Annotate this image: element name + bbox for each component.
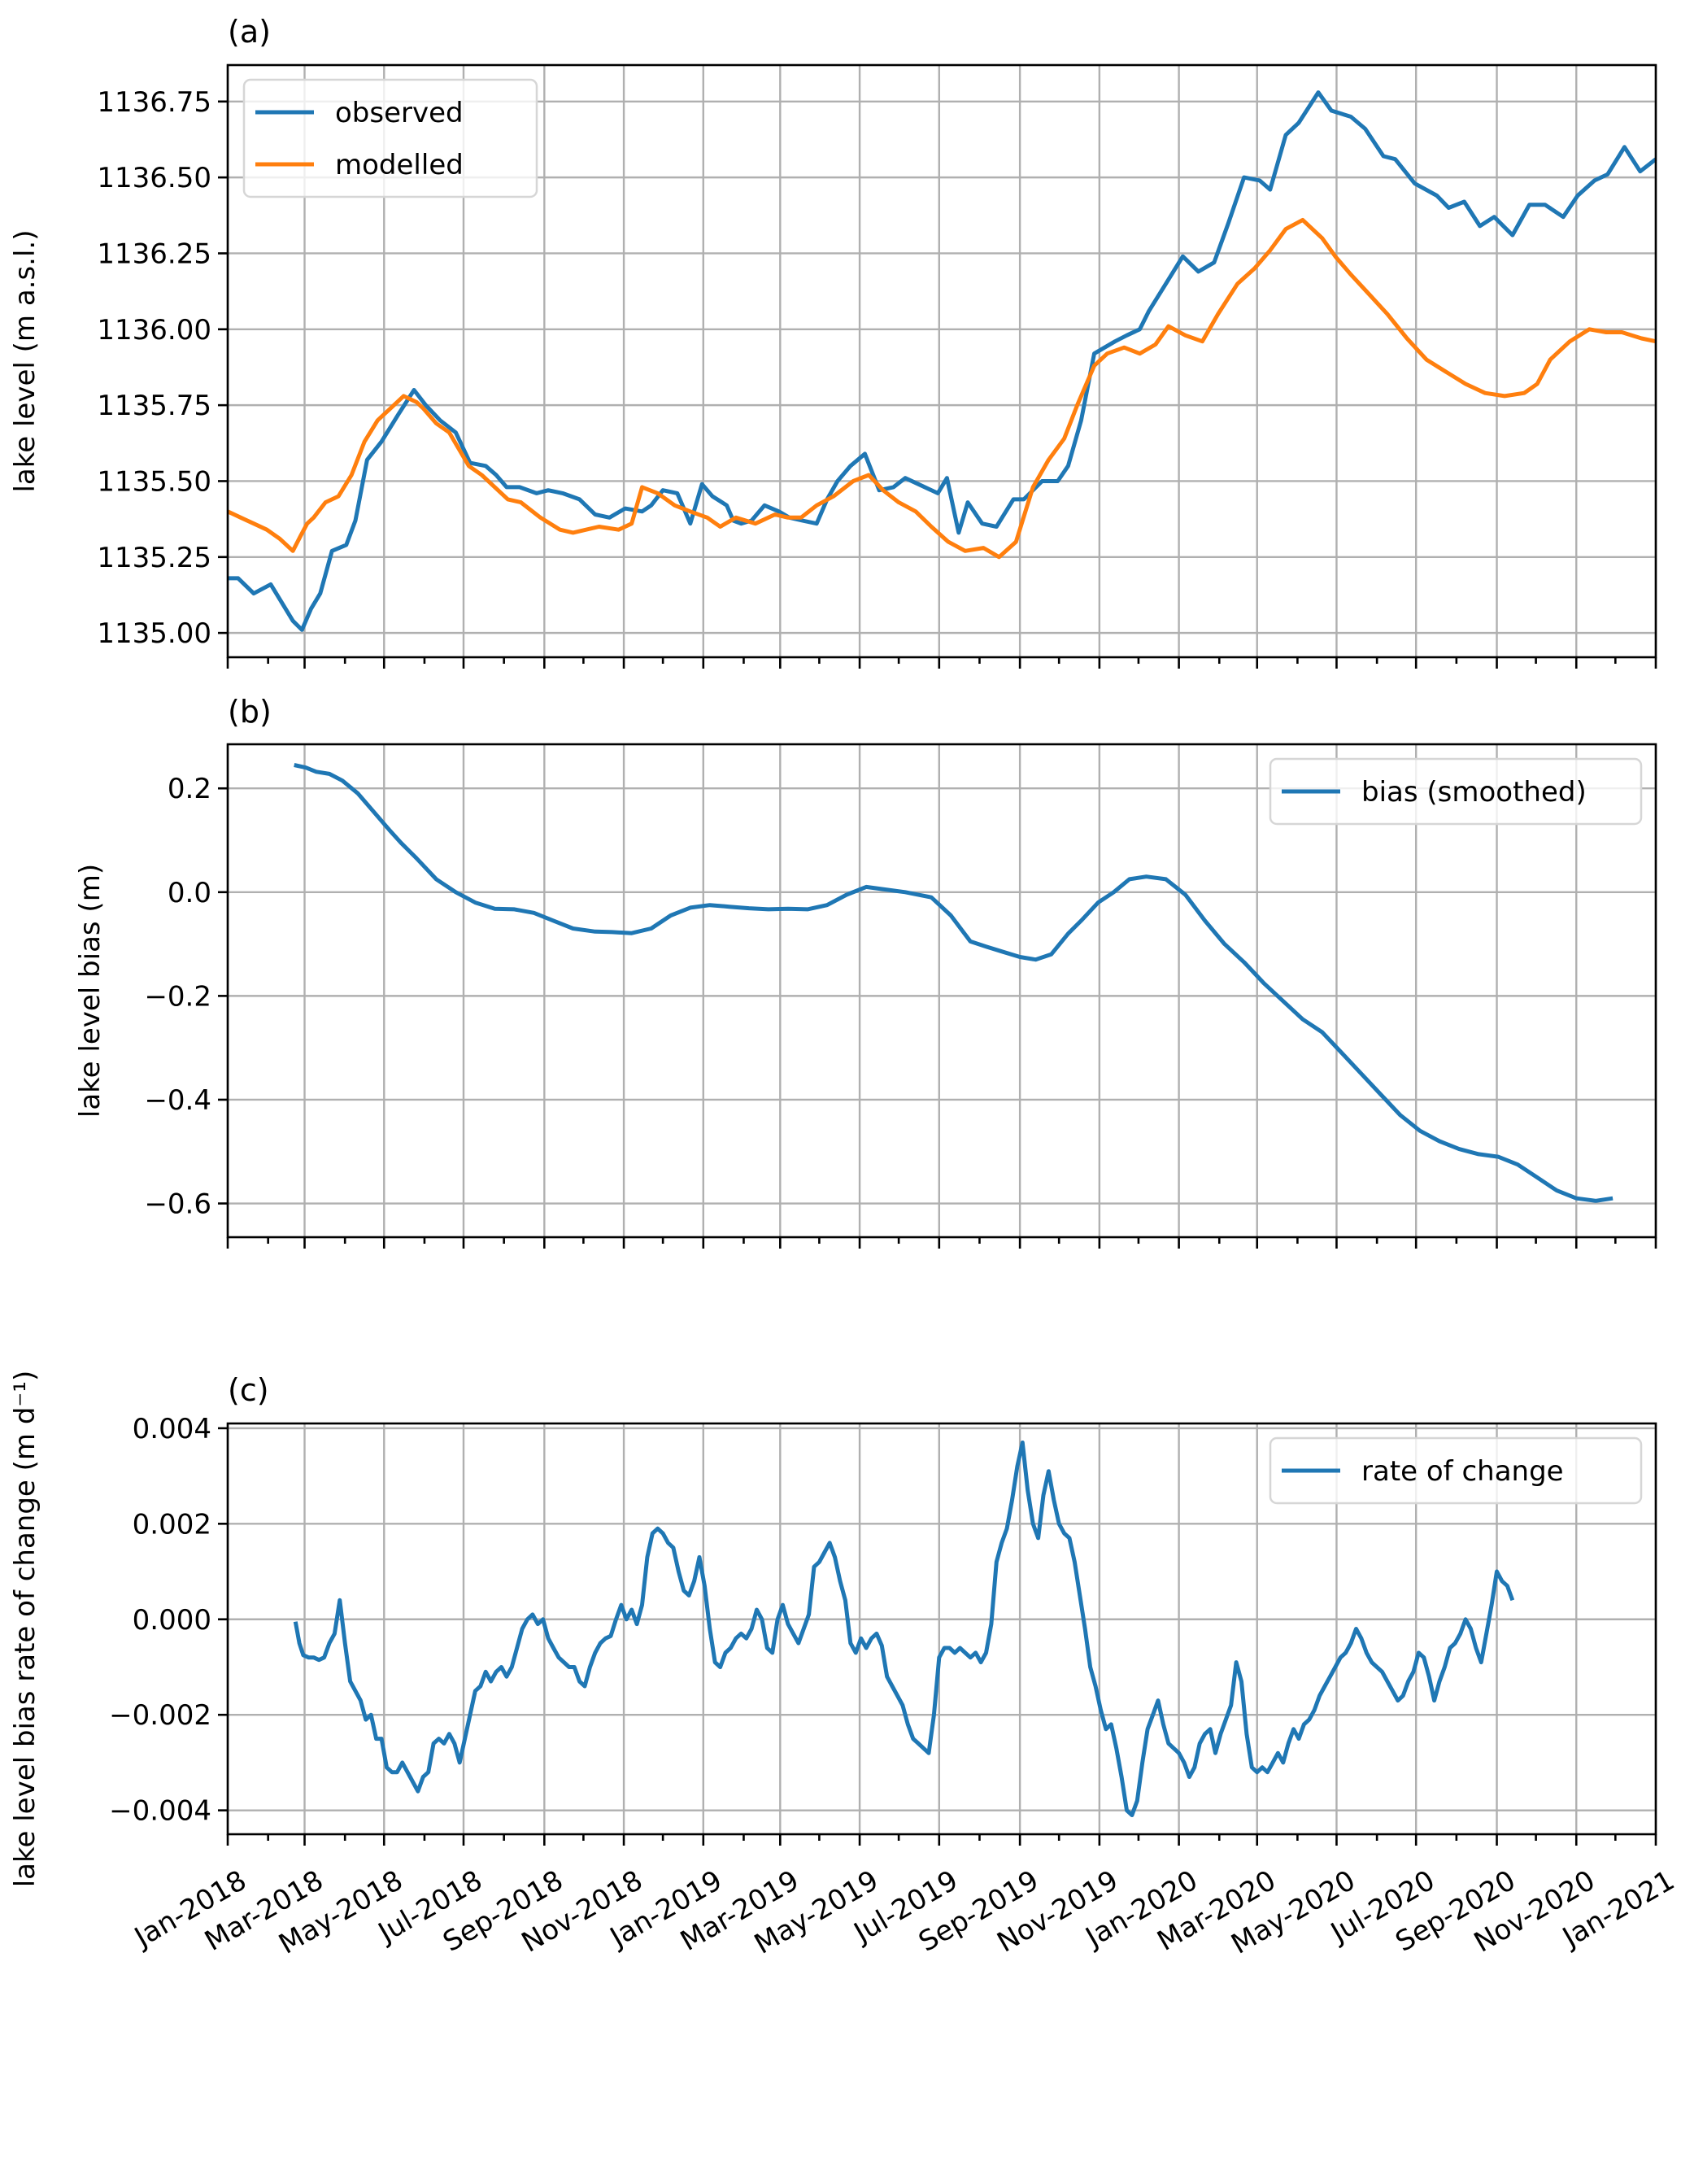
y-tick-label: 1136.00 bbox=[97, 314, 211, 347]
y-tick-label: 1135.50 bbox=[97, 465, 211, 498]
series-line-rate-of-change bbox=[293, 1441, 1515, 1817]
y-axis-label: lake level bias (m) bbox=[74, 864, 107, 1118]
panel-c: 0.004 0.002 0.000 −0.002 −0.004 (c) lake level… bbox=[9, 1371, 1657, 1888]
axes-frame bbox=[226, 63, 1657, 659]
y-tick-label: 0.2 bbox=[168, 773, 211, 805]
y-tick-label: −0.004 bbox=[109, 1795, 211, 1828]
y-tick-label: 0.0 bbox=[168, 877, 211, 909]
y-tick-label: 1136.25 bbox=[97, 238, 211, 270]
axes-frame bbox=[226, 743, 1657, 1239]
legend-box bbox=[242, 78, 538, 198]
panel-label: (b) bbox=[228, 694, 272, 730]
series-line-modelled bbox=[226, 217, 1657, 560]
legend-entry: bias (smoothed) bbox=[1361, 776, 1587, 809]
series-line-bias-smoothed- bbox=[294, 763, 1613, 1203]
y-tick-label: −0.6 bbox=[144, 1188, 211, 1221]
legend-entry: modelled bbox=[335, 149, 464, 181]
series-line-observed bbox=[228, 90, 1657, 632]
panel-b: 0.2 0.0 −0.2 −0.4 −0.6 (b) lake level bias (m)… bbox=[74, 694, 1657, 1249]
legend-box bbox=[1269, 1436, 1643, 1505]
x-axis-tick-labels: Jan-2018Mar-2018May-2018Jul-2018Sep-2018… bbox=[128, 1864, 1680, 1961]
legend-box bbox=[1269, 757, 1643, 826]
y-axis-label: lake level bias rate of change (m d⁻¹) bbox=[9, 1371, 41, 1888]
y-tick-label: −0.2 bbox=[144, 980, 211, 1013]
y-tick-label: 1135.75 bbox=[97, 390, 211, 422]
panel-a: 1135.00 1135.25 1135.50 1135.75 1136.00 1136.… bbox=[9, 14, 1657, 669]
y-tick-label: −0.002 bbox=[109, 1699, 211, 1732]
y-tick-label: 1136.50 bbox=[97, 162, 211, 194]
axes-frame bbox=[226, 1422, 1657, 1836]
y-tick-label: −0.4 bbox=[144, 1084, 211, 1117]
y-axis-label: lake level (m a.s.l.) bbox=[9, 229, 41, 492]
y-tick-label: 1135.00 bbox=[97, 617, 211, 650]
panel-label: (c) bbox=[228, 1372, 269, 1408]
y-tick-label: 1136.75 bbox=[97, 86, 211, 119]
legend-entry: rate of change bbox=[1361, 1455, 1564, 1488]
y-tick-label: 0.004 bbox=[133, 1413, 211, 1445]
y-tick-label: 1135.25 bbox=[97, 542, 211, 574]
legend-entry: observed bbox=[335, 97, 464, 129]
y-tick-label: 0.000 bbox=[133, 1604, 211, 1637]
y-tick-label: 0.002 bbox=[133, 1508, 211, 1541]
panel-label: (a) bbox=[228, 14, 271, 50]
